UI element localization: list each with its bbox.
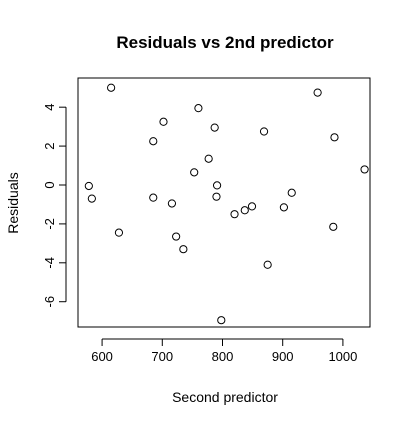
- data-point: [204, 154, 213, 163]
- data-point: [84, 181, 93, 191]
- data-point: [330, 133, 339, 142]
- x-tick-label: 900: [272, 349, 294, 364]
- y-tick-label: -4: [42, 257, 57, 269]
- data-point: [194, 104, 203, 113]
- x-axis: 600 700 800 900 1000: [91, 338, 357, 364]
- data-point: [107, 83, 116, 92]
- data-point: [212, 181, 222, 190]
- data-point: [259, 127, 269, 136]
- data-point: [212, 192, 221, 201]
- data-point: [247, 202, 257, 211]
- x-tick-label: 1000: [328, 349, 357, 364]
- data-point: [159, 117, 168, 126]
- data-point: [167, 199, 177, 208]
- y-tick-label: 2: [42, 142, 57, 149]
- y-tick-label: -2: [42, 218, 57, 230]
- data-point: [313, 88, 322, 97]
- x-axis-label: Second predictor: [172, 389, 278, 405]
- data-point: [114, 228, 124, 237]
- y-axis: -6 -4 -2 0 2 4: [42, 104, 67, 308]
- data-point: [217, 316, 226, 325]
- data-point: [240, 206, 249, 215]
- data-point: [360, 165, 369, 174]
- x-tick-label: 800: [212, 349, 234, 364]
- data-point: [179, 245, 188, 254]
- chart-title: Residuals vs 2nd predictor: [116, 33, 334, 52]
- y-tick-label: -6: [42, 296, 57, 308]
- data-point: [287, 188, 296, 197]
- data-point: [172, 232, 181, 241]
- data-point: [87, 194, 96, 203]
- x-tick-label: 700: [151, 349, 173, 364]
- data-point: [279, 203, 289, 212]
- data-points: [84, 83, 369, 325]
- data-point: [149, 137, 158, 146]
- data-point: [190, 168, 199, 177]
- y-axis-label: Residuals: [5, 172, 21, 233]
- data-point: [210, 123, 219, 132]
- data-point: [230, 210, 239, 219]
- x-tick-label: 600: [91, 349, 113, 364]
- y-tick-label: 0: [42, 181, 57, 188]
- data-point: [329, 222, 338, 231]
- y-tick-label: 4: [42, 104, 57, 111]
- data-point: [263, 260, 272, 269]
- data-point: [149, 193, 158, 202]
- plot-frame: [77, 77, 371, 328]
